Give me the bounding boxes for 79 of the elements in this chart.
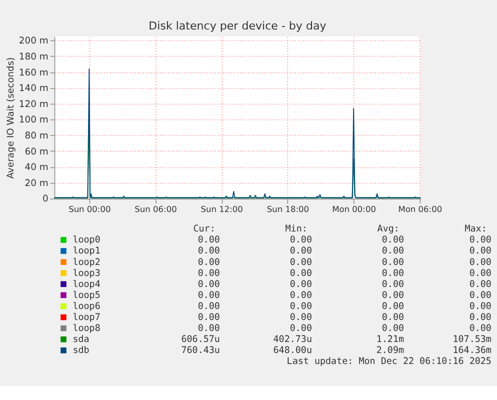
text: 2.09m xyxy=(376,345,404,356)
x-tick-label: Sun 12:00 xyxy=(200,204,243,214)
text: 0.00 xyxy=(382,278,404,290)
y-tick-label: 140 m xyxy=(18,83,48,94)
text: Cur: xyxy=(193,224,216,235)
text: 0.00 xyxy=(382,246,404,257)
text: 0.00 xyxy=(198,300,220,312)
text: 606.57u xyxy=(181,334,220,346)
text: 0.00 xyxy=(469,246,492,257)
legend-label: loop3 xyxy=(72,268,100,279)
text: 0.00 xyxy=(382,312,404,324)
text: 0.00 xyxy=(469,268,492,279)
legend-label: loop4 xyxy=(72,278,101,290)
y-tick-label: 200 m xyxy=(18,36,48,47)
text: 0.00 xyxy=(198,312,220,324)
text: 0.00 xyxy=(290,290,312,301)
text: 0.00 xyxy=(382,323,404,334)
text: 0.00 xyxy=(290,268,312,279)
text: 0.00 xyxy=(290,246,312,257)
text: 0.00 xyxy=(290,234,312,246)
y-tick-label: 80 m xyxy=(24,130,48,142)
text: 0.00 xyxy=(290,256,312,268)
text: 648.00u xyxy=(273,345,312,356)
text: 0.00 xyxy=(382,300,404,312)
text: 402.73u xyxy=(273,334,312,346)
x-tick-label: Sun 18:00 xyxy=(266,204,310,214)
text: 0.00 xyxy=(469,256,492,268)
text: 0.00 xyxy=(469,290,492,301)
x-tick-label: Sun 00:00 xyxy=(68,204,111,214)
text: 0.00 xyxy=(198,256,220,268)
legend-label: loop0 xyxy=(72,234,100,246)
x-tick-label: Mon 06:00 xyxy=(398,204,442,214)
text: 760.43u xyxy=(181,345,220,356)
text: 0.00 xyxy=(469,300,492,312)
y-tick-label: 180 m xyxy=(18,52,48,63)
x-tick-label: Sun 06:00 xyxy=(134,204,177,214)
x-tick-label: Mon 00:00 xyxy=(332,204,376,214)
text: 0.00 xyxy=(290,323,312,334)
text: 0.00 xyxy=(290,312,312,324)
text: 1.21m xyxy=(376,334,404,346)
y-tick-label: 120 m xyxy=(18,98,48,110)
y-tick-label: 160 m xyxy=(18,67,48,78)
text: 0.00 xyxy=(290,300,312,312)
legend-label: loop8 xyxy=(72,323,100,334)
y-tick-label: 20 m xyxy=(24,178,48,189)
chart-title: Disk latency per device - by day xyxy=(148,19,327,32)
text: 0.00 xyxy=(469,278,492,290)
legend-label: sda xyxy=(72,334,90,346)
text: 0.00 xyxy=(198,234,220,246)
y-tick-label: 0 xyxy=(42,194,48,205)
text: Last update: Mon Dec 22 06:10:16 2025 xyxy=(286,356,492,368)
text: 0.00 xyxy=(382,290,404,301)
text: 0.00 xyxy=(382,268,404,279)
text: 107.53m xyxy=(452,334,492,346)
text: 0.00 xyxy=(382,256,404,268)
text: 0.00 xyxy=(198,268,220,279)
text: 0.00 xyxy=(382,234,404,246)
legend-label: loop6 xyxy=(72,300,100,312)
text: 0.00 xyxy=(469,312,492,324)
text: 0.00 xyxy=(198,323,220,334)
y-tick-label: 60 m xyxy=(24,146,48,158)
text: Min: xyxy=(285,224,308,235)
legend-label: loop1 xyxy=(72,246,100,257)
y-axis-title: Average IO Wait (seconds) xyxy=(5,57,16,179)
y-tick-label: 40 m xyxy=(24,162,48,174)
legend-label: loop7 xyxy=(72,312,100,324)
text: Avg: xyxy=(377,224,400,235)
legend-label: loop5 xyxy=(72,290,100,301)
y-tick-label: 100 m xyxy=(18,114,48,126)
text: 0.00 xyxy=(469,234,492,246)
text: 164.36m xyxy=(452,345,492,356)
text: 0.00 xyxy=(198,278,220,290)
text: Max: xyxy=(464,224,487,235)
text: 0.00 xyxy=(290,278,312,290)
text: 0.00 xyxy=(198,290,220,301)
text: 0.00 xyxy=(198,246,220,257)
legend-label: sdb xyxy=(72,345,90,356)
text: 0.00 xyxy=(469,323,492,334)
legend-label: loop2 xyxy=(72,256,100,268)
